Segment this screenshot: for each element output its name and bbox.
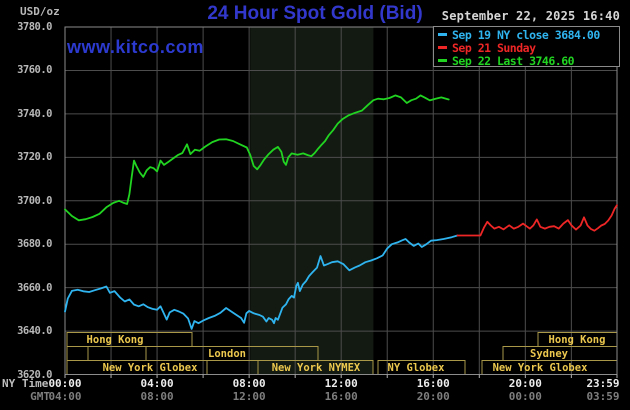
legend-dash-icon <box>438 46 447 49</box>
y-tick-label: 3760.0 <box>17 64 52 77</box>
page-title: 24 Hour Spot Gold (Bid) <box>207 3 423 24</box>
session-label: Hong Kong <box>87 334 144 346</box>
gmt-axis-label: GMT <box>30 390 50 403</box>
y-axis-unit-label: USD/oz <box>20 5 60 18</box>
session-label: New York Globex <box>493 362 589 374</box>
chart-datetime: September 22, 2025 16:40 <box>441 9 620 23</box>
y-tick-label: 3740.0 <box>17 107 52 120</box>
x-tick-label-gmt: 04:00 <box>48 390 82 403</box>
y-tick-label: 3780.0 <box>17 21 52 33</box>
x-tick-label-gmt: 03:59 <box>586 390 620 403</box>
x-tick-label-gmt: 16:00 <box>324 390 358 403</box>
x-tick-label-ny: 00:00 <box>48 377 82 390</box>
session-label: New York NYMEX <box>272 362 361 374</box>
y-tick-label: 3640.0 <box>17 325 52 338</box>
session-label: Hong Kong <box>549 334 606 346</box>
legend-dash-icon <box>438 33 447 36</box>
x-tick-label-gmt: 08:00 <box>140 390 174 403</box>
y-tick-label: 3620.0 <box>17 368 52 381</box>
session-label: NY Globex <box>388 362 446 374</box>
x-tick-label-gmt: 20:00 <box>416 390 450 403</box>
legend-label: Sep 22 Last 3746.60 <box>452 53 575 68</box>
kitco-watermark-link[interactable]: www.kitco.com <box>67 37 204 57</box>
ny-time-axis-label: NY Time <box>2 377 49 390</box>
session-box <box>66 346 89 361</box>
x-tick-label-gmt: 12:00 <box>232 390 266 403</box>
y-tick-label: 3680.0 <box>17 238 52 251</box>
legend-dash-icon <box>438 59 447 62</box>
legend: Sep 19 NY close 3684.00 Sep 21 Sunday Sep … <box>433 26 620 68</box>
legend-label: Sep 21 Sunday <box>452 40 536 55</box>
session-box <box>87 346 147 361</box>
x-tick-label-ny: 16:00 <box>416 377 450 390</box>
legend-row: Sep 19 NY close 3684.00 <box>434 27 619 42</box>
x-tick-label-ny: 23:59 <box>586 377 620 390</box>
x-tick-label-ny: 20:00 <box>508 377 542 390</box>
x-tick-label-ny: 08:00 <box>232 377 266 390</box>
session-label: Sydney <box>530 348 569 360</box>
legend-row: Sep 21 Sunday <box>434 40 619 55</box>
session-label: London <box>208 348 246 360</box>
y-tick-label: 3700.0 <box>17 194 52 207</box>
y-tick-label: 3720.0 <box>17 151 52 164</box>
y-tick-label: 3660.0 <box>17 281 52 294</box>
x-tick-label-ny: 12:00 <box>324 377 358 390</box>
price-line-series-2 <box>456 204 618 237</box>
legend-row: Sep 22 Last 3746.60 <box>434 53 619 68</box>
session-label: New York Globex <box>103 362 199 374</box>
legend-label: Sep 19 NY close 3684.00 <box>452 27 600 42</box>
price-line-series-1 <box>64 234 459 330</box>
x-tick-label-ny: 04:00 <box>140 377 174 390</box>
price-line-series-0 <box>64 94 450 222</box>
x-tick-label-gmt: 00:00 <box>508 390 542 403</box>
